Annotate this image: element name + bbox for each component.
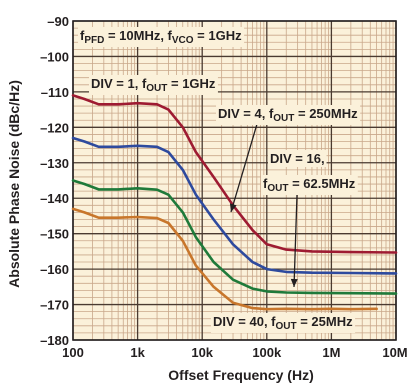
div4-arrow — [229, 123, 258, 213]
series-line-div16 — [71, 179, 398, 295]
div16-label-line2: fOUT = 62.5MHz — [261, 175, 358, 195]
y-tick-label: –90 — [47, 14, 69, 29]
div40-label: DIV = 40, fOUT = 25MHz — [211, 313, 356, 333]
x-tick-label: 1M — [322, 345, 340, 360]
div16-label-line1-background — [268, 150, 327, 167]
x-tick-label: 1k — [130, 345, 145, 360]
y-tick-label: –150 — [40, 227, 69, 242]
y-tick-label: –130 — [40, 156, 69, 171]
arrow-head — [290, 278, 298, 287]
conditions-label-text: fPFD = 10MHz, fVCO = 1GHz — [80, 28, 242, 46]
div16-label-line2-text: fOUT = 62.5MHz — [263, 176, 356, 194]
series-line-div40 — [71, 207, 378, 311]
x-tick-label: 100k — [252, 345, 282, 360]
div40-label-background — [211, 313, 356, 333]
y-tick-label: –170 — [40, 298, 69, 313]
div4-label: DIV = 4, fOUT = 250MHz — [216, 105, 361, 125]
arrow-shaft — [293, 194, 298, 288]
div1-label-text: DIV = 1, fOUT = 1GHz — [91, 76, 216, 94]
y-tick-label: –110 — [41, 85, 69, 100]
y-tick-label: –160 — [40, 262, 69, 277]
annotation-arrows — [229, 123, 298, 288]
x-axis-label: Offset Frequency (Hz) — [168, 367, 313, 383]
div16-label-line2-background — [261, 175, 358, 195]
arrow-head — [229, 203, 237, 212]
y-tick-label: –100 — [40, 49, 69, 64]
y-tick-label: –180 — [40, 333, 69, 348]
y-tick-label: –120 — [40, 120, 69, 135]
annotation-labels: fPFD = 10MHz, fVCO = 1GHz DIV = 1, fOUT =… — [78, 27, 361, 333]
div4-label-background — [216, 105, 361, 125]
x-tick-label: 10k — [191, 345, 213, 360]
div1-label: DIV = 1, fOUT = 1GHz — [89, 75, 218, 95]
div16-label-line1: DIV = 16, — [268, 150, 327, 167]
conditions-label-background — [78, 27, 245, 47]
div16-label-line1-text: DIV = 16, — [270, 151, 325, 166]
div4-label-text: DIV = 4, fOUT = 250MHz — [218, 106, 358, 124]
div40-label-text: DIV = 40, fOUT = 25MHz — [213, 314, 353, 332]
div1-label-background — [89, 75, 218, 95]
x-tick-label: 100 — [62, 345, 84, 360]
div16-arrow — [290, 194, 298, 288]
y-axis-label: Absolute Phase Noise (dBc/Hz) — [6, 80, 22, 288]
axis-tick-labels: 100 1k 10k 100k 1M 10M –90 –100 –110 –120 –130 –140… — [40, 14, 408, 360]
conditions-label: fPFD = 10MHz, fVCO = 1GHz — [78, 27, 245, 47]
arrow-shaft — [230, 123, 258, 213]
x-tick-label: 10M — [382, 345, 407, 360]
y-tick-label: –140 — [40, 191, 69, 206]
